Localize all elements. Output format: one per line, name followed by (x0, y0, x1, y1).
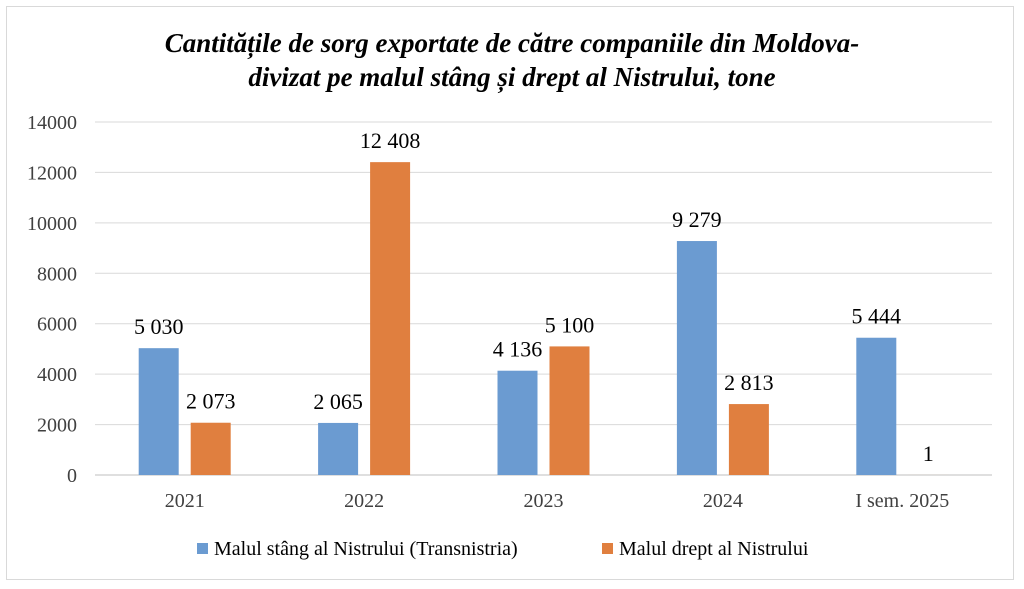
data-label: 4 136 (493, 337, 543, 362)
data-label: 1 (923, 441, 934, 466)
data-label: 2 813 (724, 370, 774, 395)
x-category-label: 2022 (344, 490, 384, 512)
x-category-label: I sem. 2025 (855, 490, 949, 512)
data-label: 2 065 (313, 389, 363, 414)
bar-series-0-2023 (497, 370, 538, 475)
legend-label-left-bank: Malul stâng al Nistrului (Transnistria) (214, 538, 518, 560)
bar-series-1-2022 (370, 162, 411, 475)
chart-title-line-1: Cantitățile de sorg exportate de către c… (165, 28, 859, 59)
bar-series-0-2022 (318, 422, 359, 475)
chart-title-line-2: divizat pe malul stâng și drept al Nistr… (248, 62, 775, 93)
x-axis-labels: 2021 2022 2023 2024 I sem. 2025 (165, 490, 950, 512)
bar-series-1-2021 (190, 422, 231, 475)
y-tick-label: 8000 (37, 263, 77, 285)
bar-series-0-2021 (138, 348, 179, 475)
y-axis-ticks: 0 2000 4000 6000 8000 10000 12000 14000 (27, 112, 77, 487)
y-tick-label: 4000 (37, 364, 77, 386)
gridlines (95, 121, 992, 476)
bar-series-0-2024 (676, 241, 717, 475)
legend-label-right-bank: Malul drept al Nistrului (619, 538, 809, 560)
bar-series-0-i-sem.-2025 (856, 337, 897, 475)
bar-series-1-2023 (549, 346, 590, 475)
y-tick-label: 2000 (37, 415, 77, 437)
chart-frame (6, 6, 1014, 580)
y-tick-label: 14000 (27, 112, 77, 134)
x-category-label: 2021 (165, 490, 205, 512)
y-tick-label: 10000 (27, 213, 77, 235)
data-label: 5 030 (134, 314, 184, 339)
x-category-label: 2023 (524, 490, 564, 512)
data-label: 2 073 (186, 389, 236, 414)
data-label: 5 100 (545, 312, 595, 337)
data-label: 5 444 (852, 304, 902, 329)
x-category-label: 2024 (703, 490, 743, 512)
y-tick-label: 6000 (37, 314, 77, 336)
data-label: 12 408 (360, 128, 421, 153)
legend: Malul stâng al Nistrului (Transnistria) … (197, 538, 809, 560)
legend-swatch-left-bank (197, 543, 208, 554)
data-label: 9 279 (672, 207, 722, 232)
y-tick-label: 12000 (27, 162, 77, 184)
legend-swatch-right-bank (602, 543, 613, 554)
bar-series-1-2024 (728, 404, 769, 475)
y-tick-label: 0 (67, 465, 77, 487)
